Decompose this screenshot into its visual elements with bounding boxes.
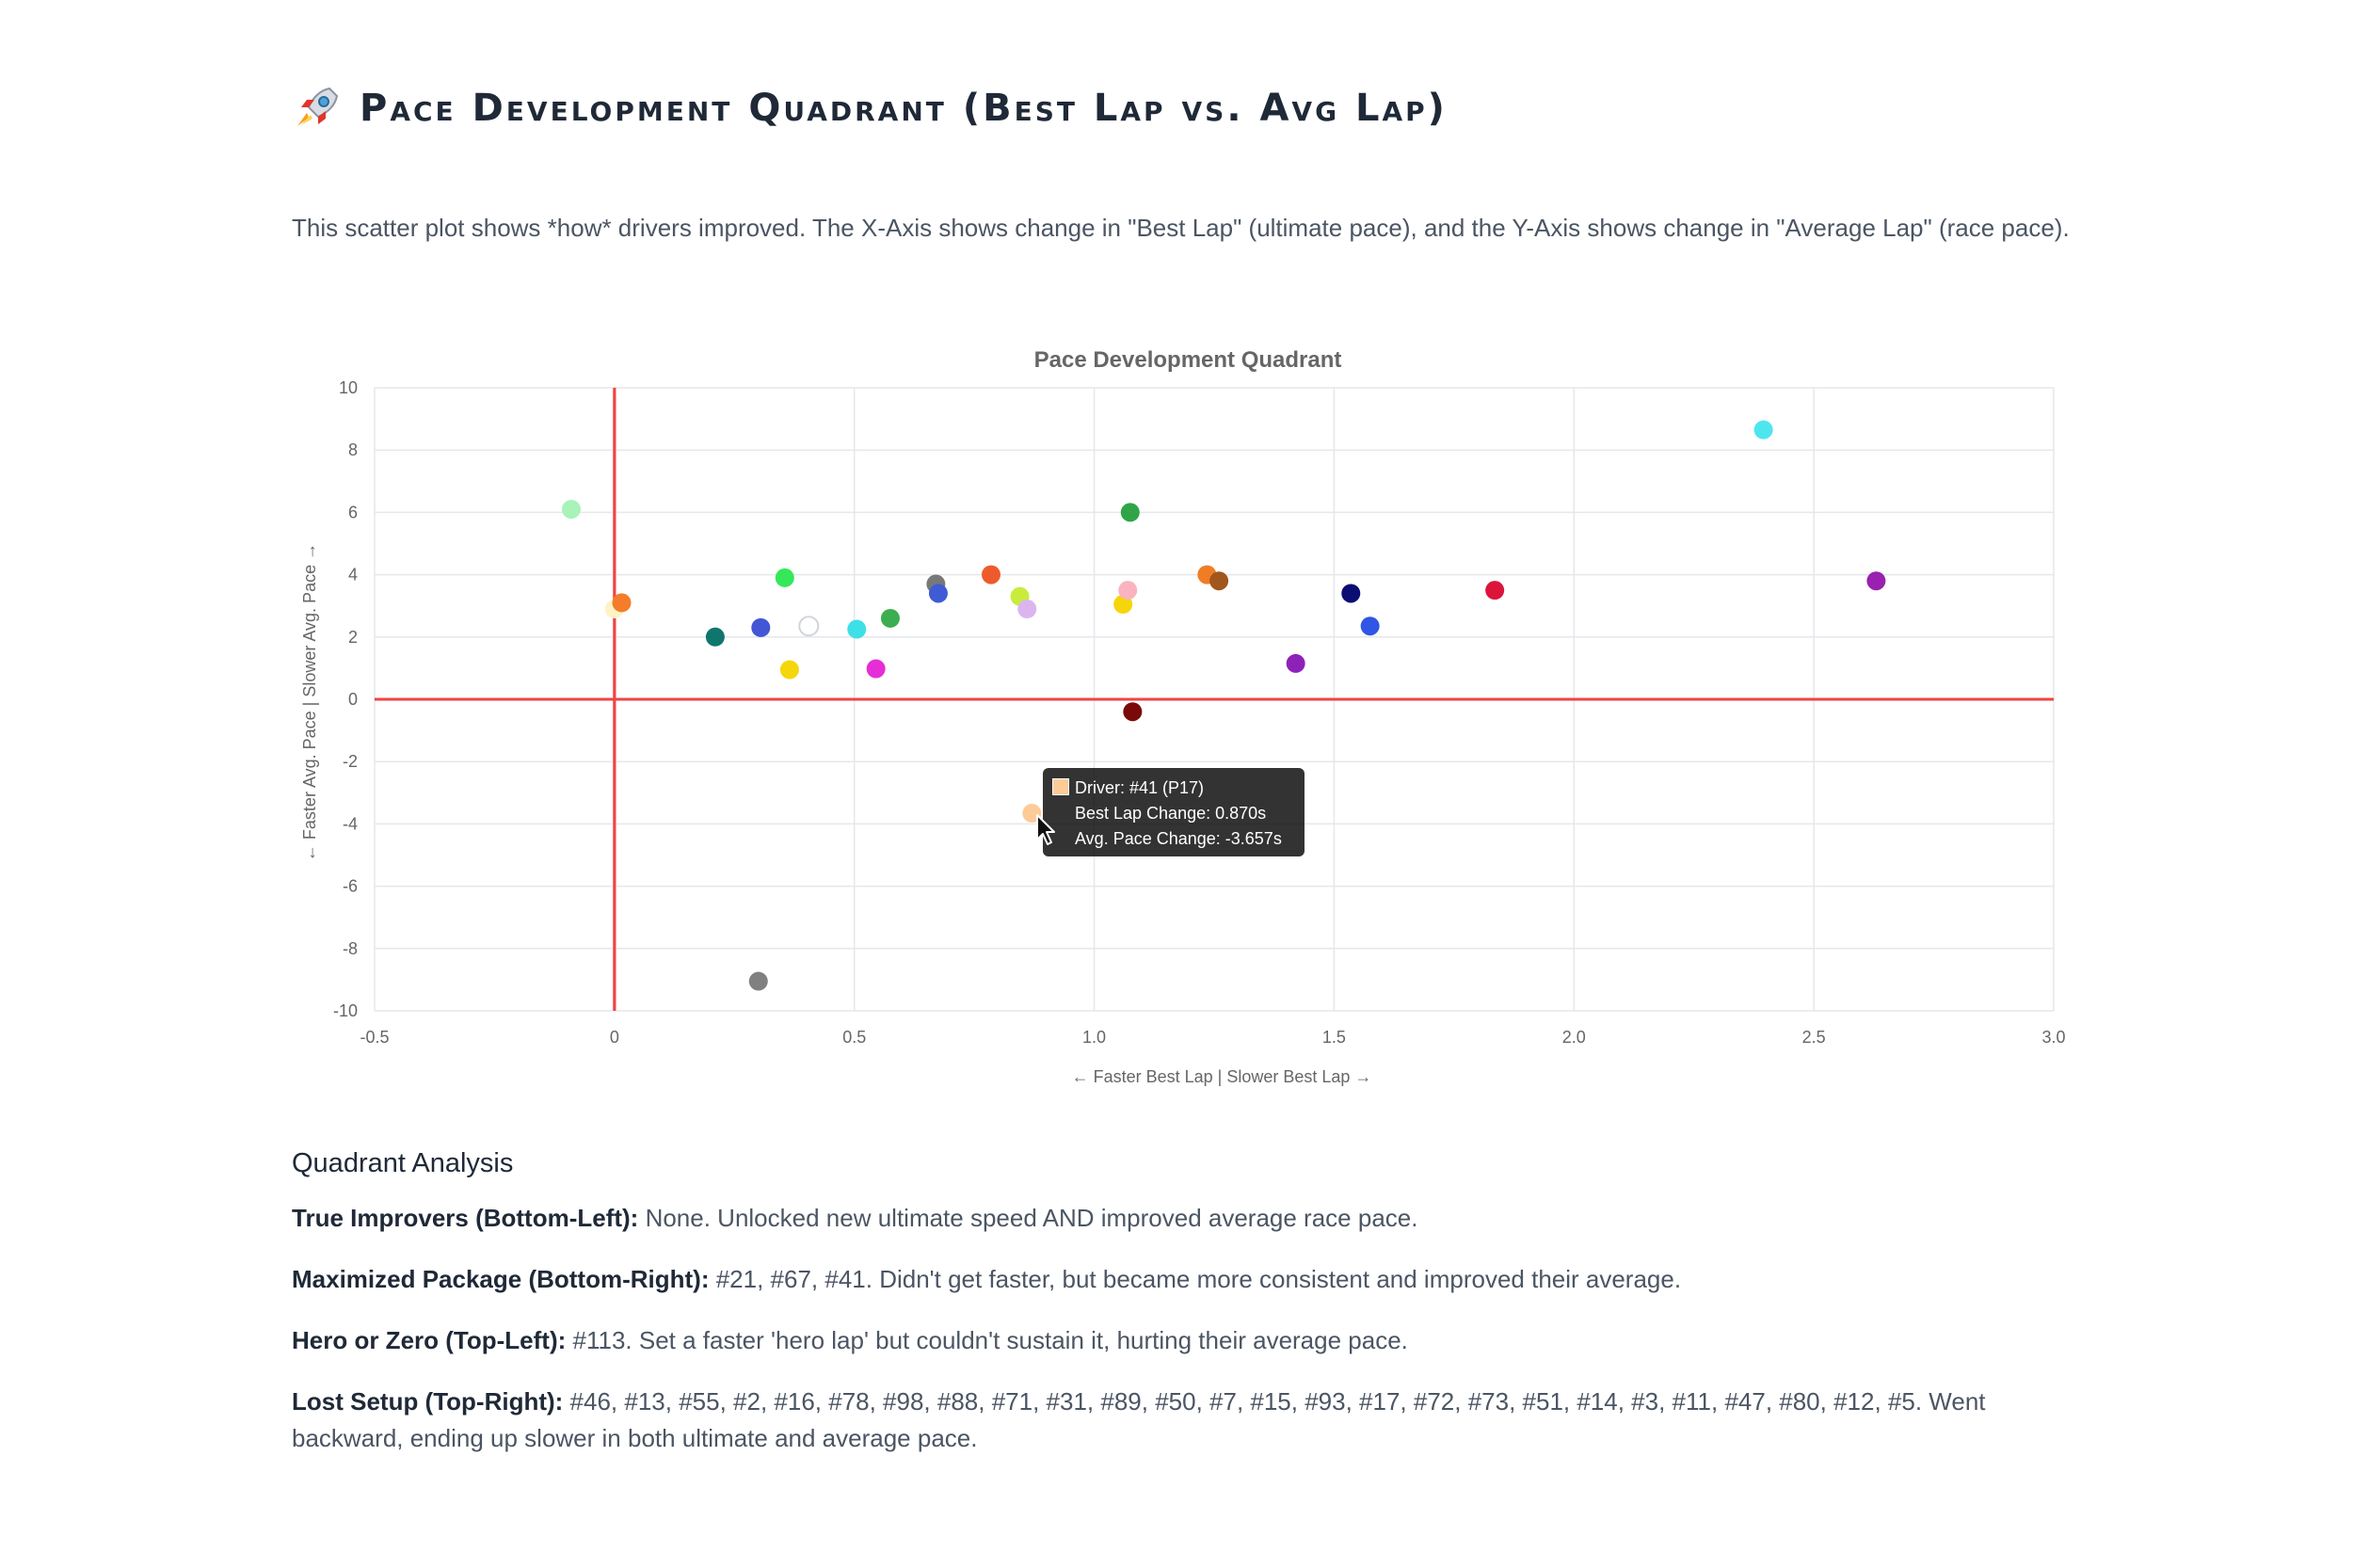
- chart-tooltip: Driver: #41 (P17) Best Lap Change: 0.870…: [1043, 768, 1305, 856]
- scatter-point[interactable]: [1123, 702, 1143, 722]
- scatter-point[interactable]: [928, 584, 948, 603]
- chart-title: Pace Development Quadrant: [1034, 347, 1342, 373]
- scatter-point[interactable]: [1866, 571, 1886, 591]
- data-points: [561, 420, 1886, 991]
- scatter-point[interactable]: [612, 593, 632, 613]
- scatter-point[interactable]: [1485, 581, 1505, 600]
- scatter-point[interactable]: [1017, 600, 1037, 619]
- x-tick-label: 3.0: [2041, 1028, 2065, 1047]
- tooltip-color-swatch: [1052, 778, 1069, 795]
- x-tick-label: -0.5: [360, 1028, 389, 1047]
- scatter-point[interactable]: [981, 565, 1000, 584]
- scatter-point[interactable]: [880, 608, 900, 628]
- tooltip-avg-pace: Avg. Pace Change: -3.657s: [1075, 829, 1282, 848]
- x-tick-label: 0.5: [842, 1028, 866, 1047]
- x-tick-label: 1.5: [1322, 1028, 1346, 1047]
- scatter-point[interactable]: [1286, 653, 1305, 673]
- x-axis-label: ← Faster Best Lap | Slower Best Lap →: [1072, 1067, 1372, 1086]
- analysis-hero-or-zero: Hero or Zero (Top-Left): #113. Set a fas…: [292, 1322, 2080, 1359]
- analysis-text: #21, #67, #41. Didn't get faster, but be…: [709, 1265, 1682, 1293]
- scatter-point[interactable]: [775, 568, 794, 587]
- analysis-text: #46, #13, #55, #2, #16, #78, #98, #88, #…: [292, 1387, 1986, 1452]
- intro-text: This scatter plot shows *how* drivers im…: [292, 214, 2070, 242]
- y-tick-label: 4: [348, 566, 358, 584]
- axes: -0.5 0 0.5 1.0 1.5 2.0 2.5 3.0 10 8 6 4 2 0 -2 -4 -6 -8 -1…: [333, 378, 2066, 1047]
- scatter-point[interactable]: [705, 627, 725, 647]
- analysis-text: #113. Set a faster 'hero lap' but couldn…: [566, 1326, 1408, 1354]
- analysis-heading: Quadrant Analysis: [292, 1148, 514, 1178]
- quadrant-analysis: Quadrant Analysis True Improvers (Bottom…: [292, 1148, 2080, 1481]
- analysis-lost-setup: Lost Setup (Top-Right): #46, #13, #55, #…: [292, 1384, 2080, 1457]
- scatter-point[interactable]: [847, 619, 867, 639]
- title-row: Pace Development Quadrant (Best Lap vs. …: [292, 83, 1448, 134]
- tooltip-best-lap: Best Lap Change: 0.870s: [1075, 804, 1267, 823]
- rocket-icon: [297, 87, 339, 128]
- x-tick-label: 0: [610, 1028, 619, 1047]
- scatter-point[interactable]: [1209, 571, 1229, 591]
- scatter-point[interactable]: [1360, 616, 1380, 636]
- x-tick-label: 2.0: [1562, 1028, 1586, 1047]
- scatter-point[interactable]: [751, 617, 771, 637]
- y-tick-label: -10: [333, 1001, 358, 1020]
- scatter-point[interactable]: [1753, 420, 1773, 440]
- mouse-cursor-icon: [1036, 814, 1055, 845]
- y-tick-label: -6: [343, 877, 358, 896]
- analysis-text: None. Unlocked new ultimate speed AND im…: [638, 1204, 1418, 1232]
- grid: [374, 387, 2055, 1012]
- x-tick-label: 1.0: [1082, 1028, 1106, 1047]
- scatter-point[interactable]: [1120, 503, 1140, 522]
- analysis-label: True Improvers (Bottom-Left):: [292, 1204, 639, 1232]
- tooltip-driver: Driver: #41 (P17): [1075, 778, 1205, 797]
- scatter-chart: Pace Development Quadrant -0.5 0 0.5 1.0 1.5…: [300, 347, 2066, 1086]
- scatter-point[interactable]: [1341, 584, 1361, 603]
- y-axis-label: ← Faster Avg. Pace | Slower Avg. Pace →: [300, 543, 319, 861]
- analysis-label: Lost Setup (Top-Right):: [292, 1387, 564, 1416]
- scatter-point[interactable]: [1118, 581, 1138, 600]
- analysis-true-improvers: True Improvers (Bottom-Left): None. Unlo…: [292, 1200, 2080, 1237]
- scatter-point[interactable]: [779, 660, 799, 680]
- scatter-point[interactable]: [748, 971, 768, 991]
- y-tick-label: -2: [343, 752, 358, 771]
- y-tick-label: 10: [339, 378, 358, 397]
- analysis-maximized-package: Maximized Package (Bottom-Right): #21, #…: [292, 1261, 2080, 1298]
- page-title: Pace Development Quadrant (Best Lap vs. …: [360, 87, 1448, 130]
- scatter-point[interactable]: [798, 616, 820, 637]
- analysis-label: Hero or Zero (Top-Left):: [292, 1326, 567, 1354]
- y-tick-label: 0: [348, 690, 358, 709]
- y-tick-label: 2: [348, 628, 358, 647]
- x-tick-label: 2.5: [1802, 1028, 1826, 1047]
- tooltip-driver-line: Driver: #41 (P17): [1052, 776, 1295, 801]
- y-tick-label: -4: [343, 814, 358, 833]
- scatter-point[interactable]: [866, 659, 886, 679]
- analysis-label: Maximized Package (Bottom-Right):: [292, 1265, 710, 1293]
- y-tick-label: 6: [348, 503, 358, 521]
- scatter-point[interactable]: [561, 500, 581, 520]
- y-tick-label: -8: [343, 939, 358, 958]
- y-tick-label: 8: [348, 440, 358, 459]
